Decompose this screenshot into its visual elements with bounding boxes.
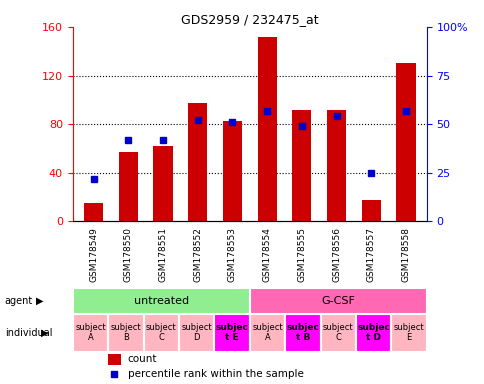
Text: subjec
t D: subjec t D (357, 323, 389, 343)
Bar (108, 354, 121, 365)
Bar (188, 103, 207, 222)
Text: GSM178550: GSM178550 (123, 227, 133, 282)
Bar (355, 314, 391, 352)
Text: subject
A: subject A (75, 323, 106, 343)
Bar (143, 314, 179, 352)
Text: GSM178549: GSM178549 (89, 227, 98, 281)
Text: G-CSF: G-CSF (321, 296, 354, 306)
Title: GDS2959 / 232475_at: GDS2959 / 232475_at (181, 13, 318, 26)
Text: ▶: ▶ (36, 296, 44, 306)
Bar (119, 152, 137, 222)
Text: subjec
t B: subjec t B (286, 323, 318, 343)
Bar (73, 288, 249, 314)
Text: count: count (127, 354, 157, 364)
Bar (391, 314, 426, 352)
Bar (361, 200, 380, 222)
Bar (223, 121, 242, 222)
Text: percentile rank within the sample: percentile rank within the sample (127, 369, 303, 379)
Bar (108, 314, 143, 352)
Bar (179, 314, 214, 352)
Text: subject
E: subject E (393, 323, 424, 343)
Text: untreated: untreated (134, 296, 188, 306)
Text: GSM178554: GSM178554 (262, 227, 271, 281)
Text: subject
C: subject C (146, 323, 176, 343)
Bar (292, 109, 311, 222)
Text: subject
C: subject C (322, 323, 353, 343)
Text: GSM178555: GSM178555 (297, 227, 306, 282)
Text: individual: individual (5, 328, 52, 338)
Bar (395, 63, 415, 222)
Text: subject
A: subject A (252, 323, 282, 343)
Bar (257, 36, 276, 222)
Bar (84, 203, 103, 222)
Text: GSM178557: GSM178557 (366, 227, 375, 282)
Bar (73, 314, 108, 352)
Text: GSM178556: GSM178556 (332, 227, 340, 282)
Text: GSM178558: GSM178558 (401, 227, 409, 282)
Bar (214, 314, 249, 352)
Text: subject
D: subject D (181, 323, 212, 343)
Bar (285, 314, 320, 352)
Text: subjec
t E: subjec t E (215, 323, 248, 343)
Bar (153, 146, 172, 222)
Text: GSM178552: GSM178552 (193, 227, 202, 281)
Bar (249, 314, 285, 352)
Text: GSM178553: GSM178553 (227, 227, 236, 282)
Bar (326, 109, 346, 222)
Text: ▶: ▶ (41, 328, 48, 338)
Bar (320, 314, 355, 352)
Text: subject
B: subject B (110, 323, 141, 343)
Bar (249, 288, 426, 314)
Text: agent: agent (5, 296, 33, 306)
Text: GSM178551: GSM178551 (158, 227, 167, 282)
